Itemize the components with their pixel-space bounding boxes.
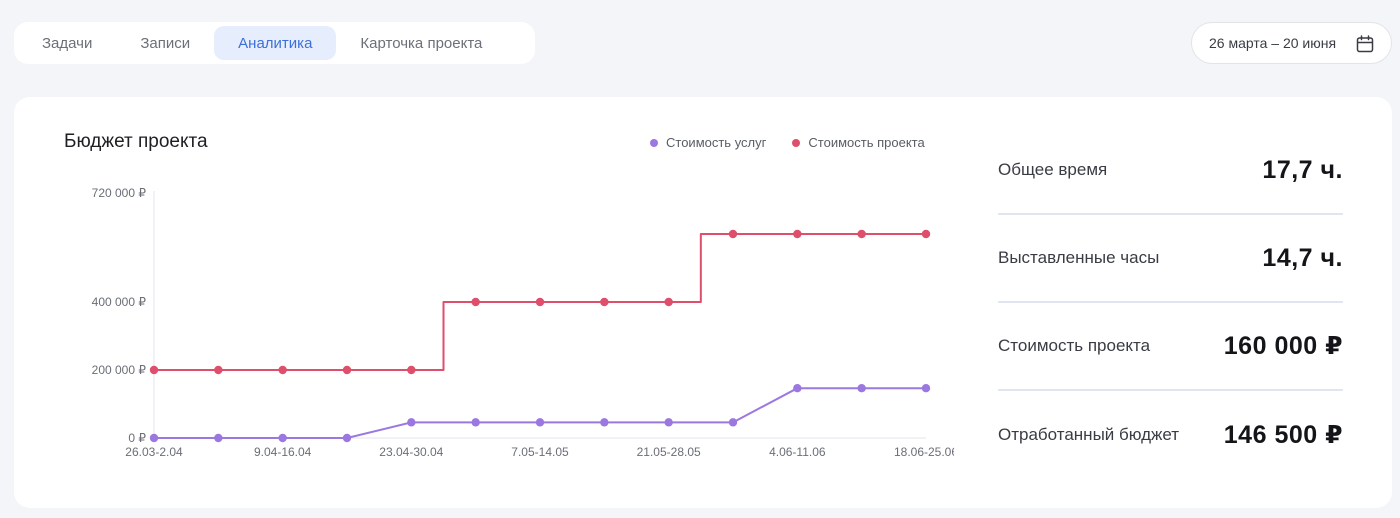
series-line (154, 387, 926, 439)
stats-panel: Общее время 17,7 ч. Выставленные часы 14… (998, 127, 1343, 479)
data-point (407, 365, 416, 375)
stat-value: 17,7 ч. (1262, 155, 1343, 184)
data-point (728, 229, 738, 239)
calendar-icon (1356, 35, 1374, 53)
legend-item-services[interactable]: Стоимость услуг (650, 135, 766, 150)
stat-value: 160 000 ₽ (1223, 332, 1343, 360)
data-point (600, 418, 609, 427)
data-point (793, 229, 802, 239)
y-tick-label: 0 ₽ (128, 431, 146, 445)
data-point (921, 229, 931, 239)
data-point (278, 433, 287, 443)
legend-dot-project (792, 138, 801, 147)
y-tick-label: 400 000 ₽ (92, 295, 147, 309)
chart-legend: Стоимость услуг Стоимость проекта (650, 135, 925, 150)
x-tick-label: 26.03-2.04 (125, 445, 183, 459)
data-point (149, 433, 159, 443)
data-point (214, 433, 223, 443)
data-point (600, 297, 609, 307)
stat-label: Стоимость проекта (998, 336, 1151, 355)
stat-value: 146 500 ₽ (1223, 421, 1343, 449)
legend-dot-services (650, 138, 658, 147)
x-tick-label: 23.04-30.04 (379, 445, 443, 459)
chart-title: Бюджет проекта (64, 131, 208, 152)
budget-chart: 0 ₽ 200 000 ₽ 400 000 ₽ 720 000 ₽ 26.03-2.04… (92, 186, 954, 459)
date-range-button[interactable]: 26 марта – 20 июня (1191, 22, 1392, 64)
tab-records[interactable]: Записи (140, 34, 191, 52)
data-point (728, 418, 738, 427)
data-point (149, 365, 159, 375)
stat-project-cost: Стоимость проекта 160 000 ₽ (998, 303, 1343, 391)
stat-worked-budget: Отработанный бюджет 146 500 ₽ (998, 391, 1343, 479)
x-tick-label: 7.05-14.05 (511, 445, 569, 459)
data-point (793, 383, 802, 393)
legend-label-project: Стоимость проекта (808, 135, 925, 150)
data-point (664, 297, 673, 307)
stat-label: Отработанный бюджет (998, 425, 1180, 444)
tab-analytics[interactable]: Аналитика (214, 26, 337, 60)
y-tick-label: 720 000 ₽ (92, 186, 147, 200)
x-tick-label: 4.06-11.06 (769, 445, 826, 459)
tab-bar: Задачи Записи Аналитика Карточка проекта (14, 22, 535, 64)
data-point (857, 229, 866, 239)
x-tick-label: 21.05-28.05 (637, 445, 701, 459)
date-range-label: 26 марта – 20 июня (1209, 35, 1337, 51)
tab-project-card[interactable]: Карточка проекта (360, 34, 483, 52)
data-point (214, 365, 223, 375)
data-point (535, 418, 545, 427)
stat-value: 14,7 ч. (1262, 243, 1343, 272)
data-point (535, 297, 545, 307)
legend-item-project[interactable]: Стоимость проекта (792, 135, 925, 150)
stat-total-time: Общее время 17,7 ч. (998, 127, 1343, 215)
data-point (471, 418, 480, 427)
x-tick-label: 9.04-16.04 (254, 445, 312, 459)
data-point (664, 418, 673, 427)
stat-billed-hours: Выставленные часы 14,7 ч. (998, 215, 1343, 303)
data-point (342, 365, 352, 375)
stat-label: Общее время (998, 160, 1108, 179)
budget-card: Бюджет проекта Стоимость услуг Стоимость… (14, 97, 1392, 508)
stat-label: Выставленные часы (998, 248, 1160, 267)
data-point (278, 365, 287, 375)
tab-tasks[interactable]: Задачи (42, 34, 93, 52)
legend-label-services: Стоимость услуг (666, 135, 767, 150)
data-point (921, 383, 931, 393)
y-tick-label: 200 000 ₽ (92, 363, 147, 377)
data-point (857, 383, 866, 393)
data-point (471, 297, 480, 307)
data-point (407, 418, 416, 427)
data-point (342, 433, 352, 443)
x-tick-label: 18.06-25.06 (894, 445, 954, 459)
